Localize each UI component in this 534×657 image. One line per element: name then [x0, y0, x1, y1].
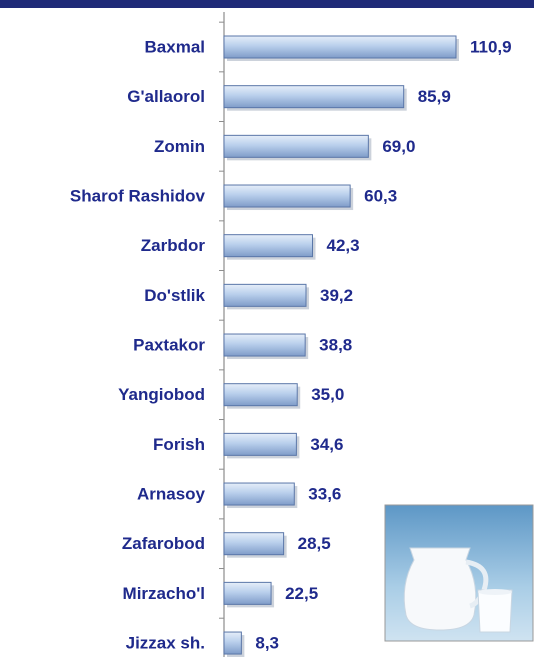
value-label: 33,6: [308, 485, 341, 504]
value-label: 35,0: [311, 385, 344, 404]
value-label: 39,2: [320, 286, 353, 305]
category-label: Jizzax sh.: [126, 634, 205, 653]
category-label: Forish: [153, 435, 205, 454]
value-label: 28,5: [298, 534, 331, 553]
category-label: Yangiobod: [118, 385, 205, 404]
category-label: Arnasoy: [137, 485, 206, 504]
value-label: 38,8: [319, 336, 352, 355]
category-label: Do'stlik: [144, 286, 205, 305]
category-label: G'allaorol: [127, 87, 205, 106]
bar: [223, 482, 295, 506]
bar: [223, 85, 405, 109]
milk-photo: [384, 504, 534, 642]
bar: [223, 35, 457, 59]
value-label: 60,3: [364, 186, 397, 205]
bar: [223, 631, 242, 655]
value-label: 34,6: [310, 435, 343, 454]
category-label: Baxmal: [145, 37, 205, 56]
category-label: Zomin: [154, 137, 205, 156]
value-label: 69,0: [382, 137, 415, 156]
value-label: 85,9: [418, 87, 451, 106]
bar: [223, 283, 307, 307]
bar: [223, 581, 272, 605]
bar: [223, 532, 285, 556]
category-label: Sharof Rashidov: [70, 186, 206, 205]
value-label: 22,5: [285, 584, 318, 603]
value-label: 8,3: [255, 634, 279, 653]
value-label: 110,9: [470, 37, 512, 56]
category-label: Paxtakor: [133, 336, 205, 355]
bar: [223, 184, 351, 208]
value-label: 42,3: [326, 236, 359, 255]
bar: [223, 432, 297, 456]
category-label: Mirzacho'l: [123, 584, 205, 603]
bar: [223, 134, 369, 158]
top-band: [0, 0, 534, 8]
bar: [223, 383, 298, 407]
bar: [223, 234, 313, 258]
category-label: Zafarobod: [122, 534, 205, 553]
bar: [223, 333, 306, 357]
category-label: Zarbdor: [141, 236, 206, 255]
